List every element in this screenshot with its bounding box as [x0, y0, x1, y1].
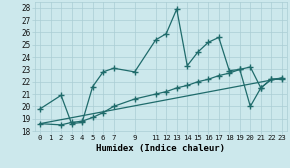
X-axis label: Humidex (Indice chaleur): Humidex (Indice chaleur): [97, 144, 225, 153]
